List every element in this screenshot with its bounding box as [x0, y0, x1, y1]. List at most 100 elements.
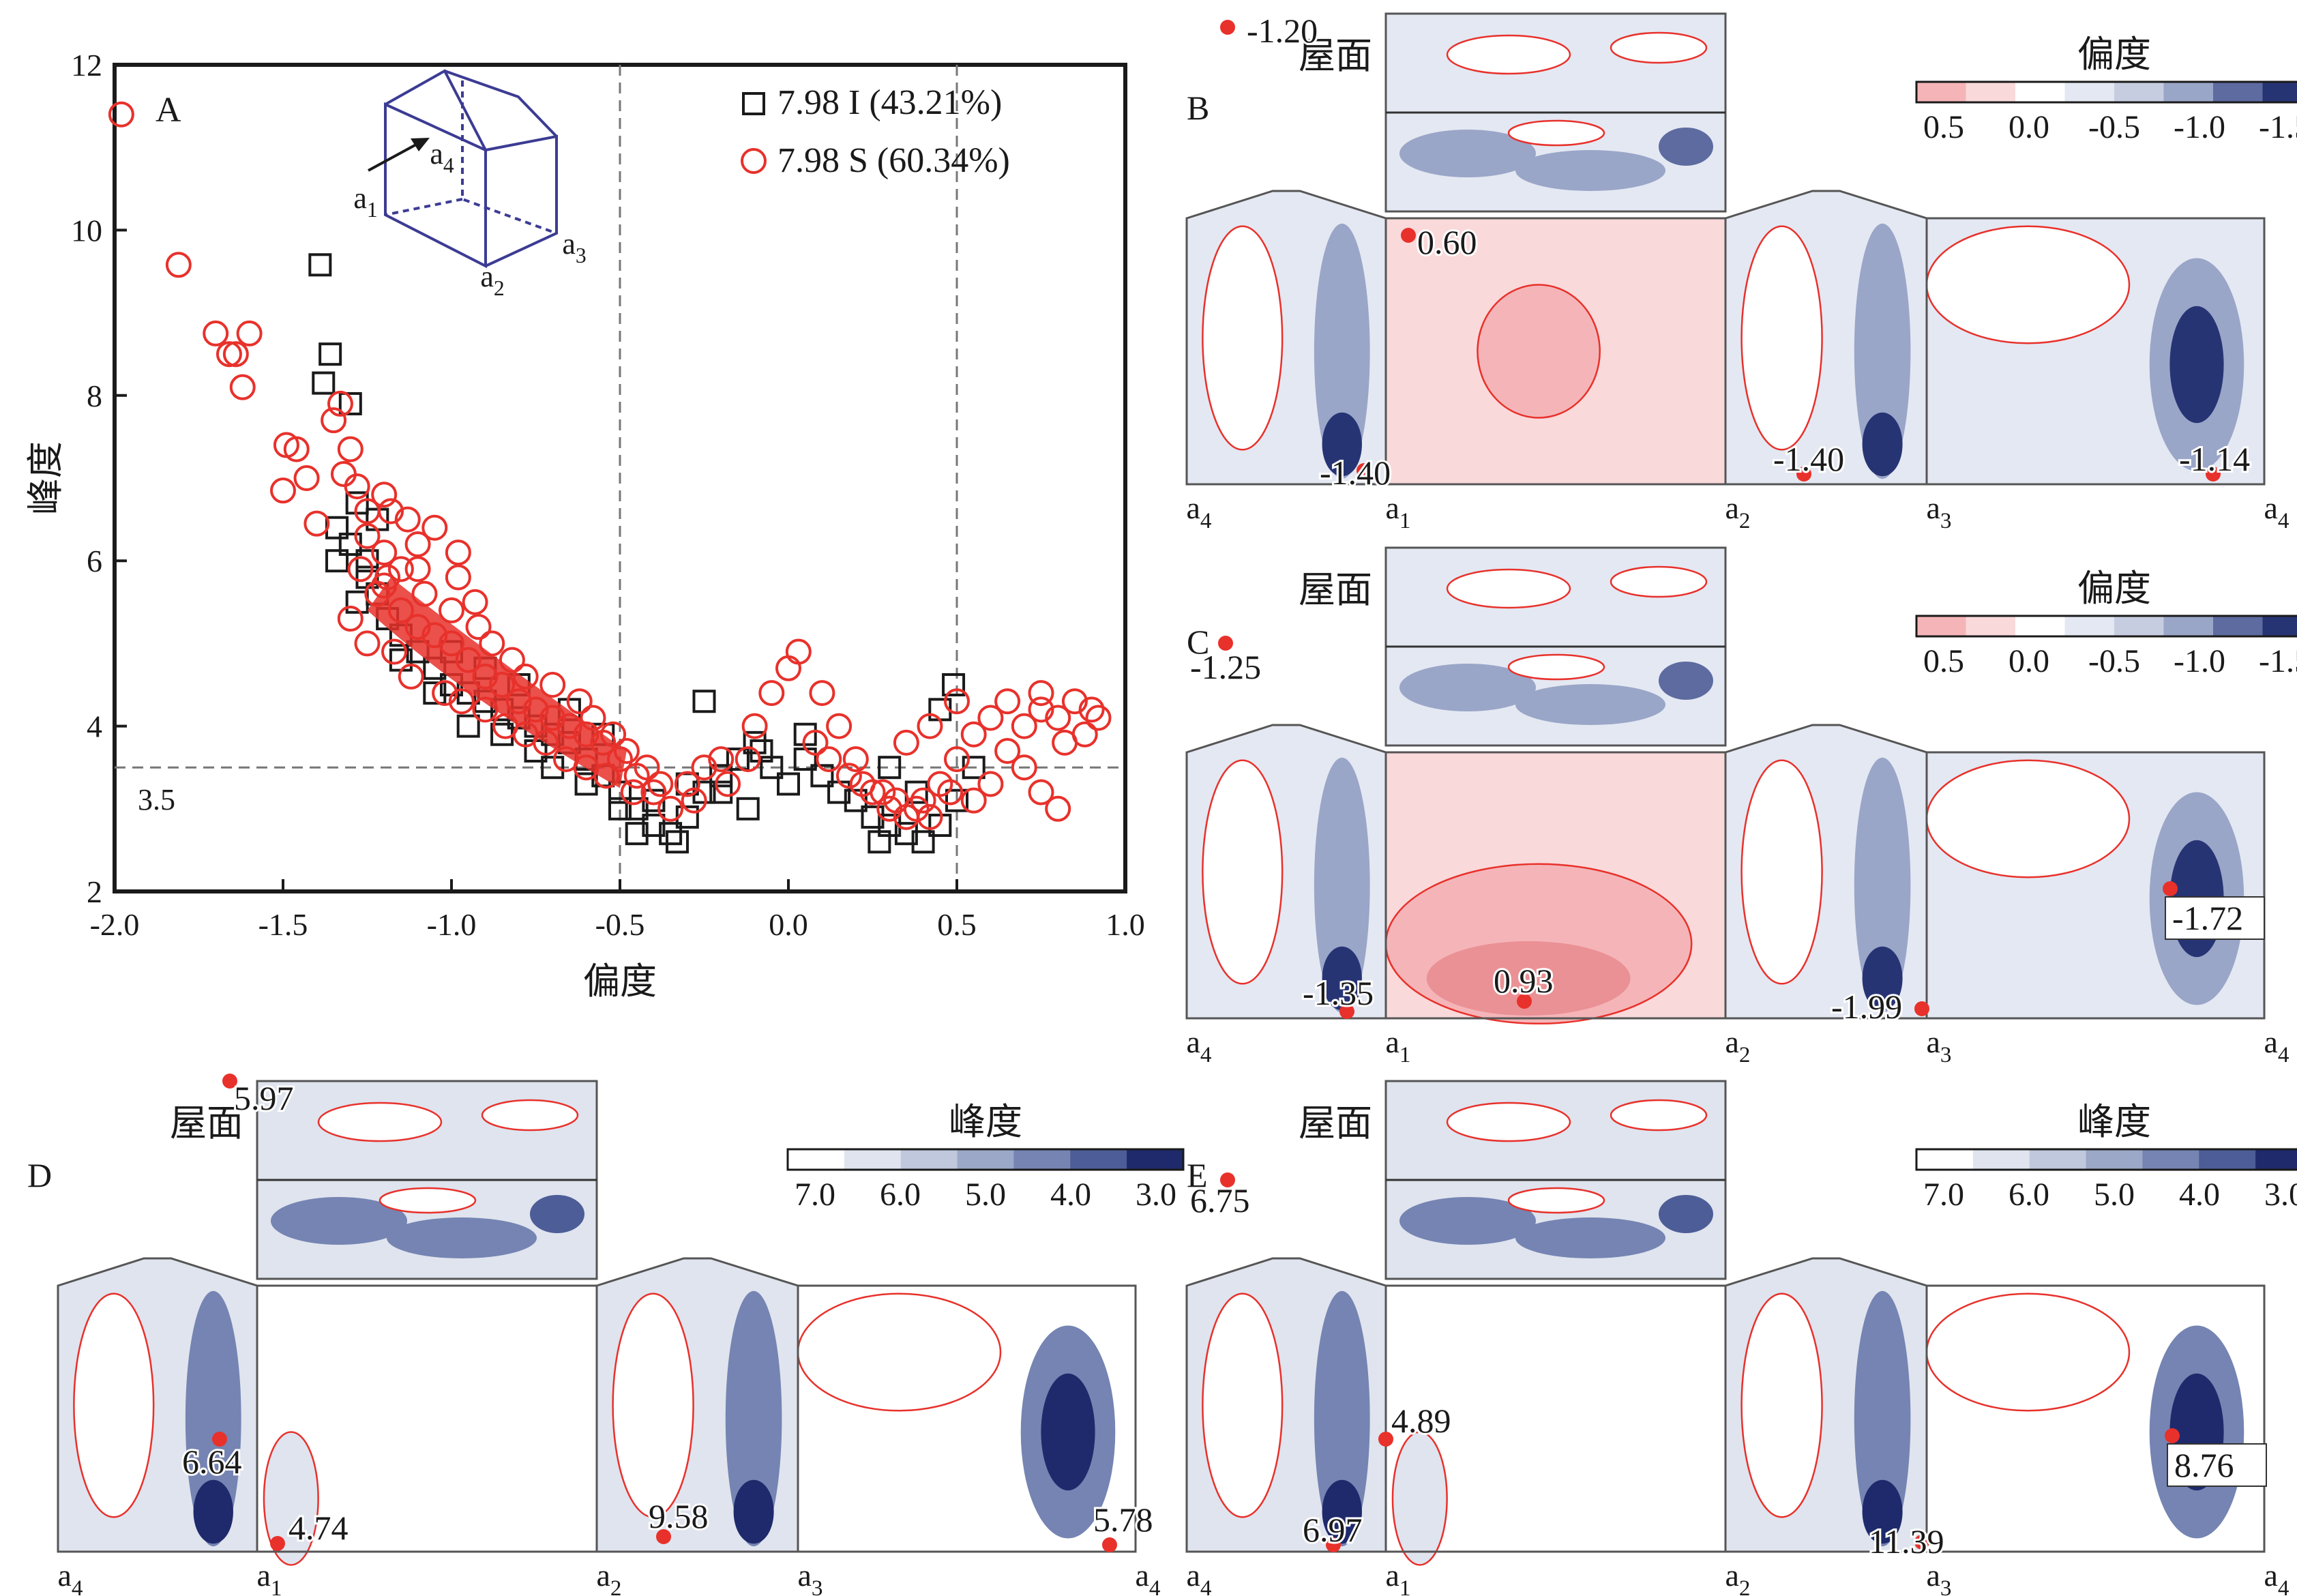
data-point-circle: [944, 746, 970, 773]
data-point-circle: [448, 688, 475, 715]
roof-dark-region: [387, 1217, 537, 1258]
colorbar-segment: [1966, 82, 2016, 102]
light-region: [73, 1292, 155, 1518]
extreme-value-label: 0.60: [1417, 223, 1477, 261]
data-point-square: [541, 756, 565, 780]
peak-region: [1322, 412, 1362, 477]
data-point-square: [642, 814, 666, 838]
data-point-circle: [917, 803, 943, 830]
data-point-circle: [735, 746, 761, 773]
roof-light-region: [1446, 34, 1571, 75]
data-point-circle: [960, 787, 987, 814]
colorbar-segment: [900, 1149, 958, 1170]
data-point-circle: [371, 540, 398, 566]
x-axis-label: 偏度: [583, 961, 657, 1002]
face-a4-a1: [1185, 190, 1387, 486]
data-point-circle: [566, 688, 593, 715]
data-point-square: [868, 830, 891, 854]
data-point-circle: [165, 252, 192, 278]
peak-region: [193, 1479, 233, 1544]
dark-region: [1314, 1290, 1370, 1547]
data-point-circle: [1028, 696, 1054, 723]
extreme-value-dot: [1220, 20, 1235, 35]
annotation-box: [2165, 896, 2265, 940]
face-a4-a1: [57, 1257, 258, 1553]
data-point-circle: [222, 341, 249, 368]
extreme-value-dot: [212, 1432, 227, 1447]
data-point-circle: [108, 101, 134, 128]
data-point-square: [312, 371, 336, 395]
dark-region: [1854, 1290, 1911, 1547]
legend-label: 7.98 I (43.21%): [777, 83, 1002, 122]
colorbar-tick-label: 0.5: [1923, 109, 1964, 145]
data-point-circle: [903, 795, 930, 822]
face-a1-a2: [1384, 1284, 1727, 1566]
y-tick-label: 2: [87, 874, 102, 909]
face-axis-label: a4: [1136, 1558, 1161, 1596]
peak-region: [1862, 412, 1903, 477]
data-point-circle: [203, 320, 229, 346]
data-point-square: [750, 739, 773, 763]
roof-dark-region: [1659, 1195, 1713, 1233]
data-point-circle: [381, 638, 408, 665]
roof-dark-region: [530, 1195, 584, 1233]
face-axis-label: a3: [1927, 1558, 1952, 1596]
face-a2-a3: [1724, 190, 1928, 486]
extreme-value-label: -1.25: [1190, 648, 1261, 686]
peak-region: [1322, 1479, 1362, 1544]
extreme-value-label: -1.14: [2179, 440, 2250, 478]
x-tick-label: -1.5: [258, 907, 308, 942]
extreme-value-label: 6.75: [1190, 1181, 1250, 1220]
data-point-circle: [802, 729, 829, 756]
x-tick-label: 0.5: [937, 907, 977, 942]
colorbar-tick-label: -0.5: [2088, 643, 2140, 679]
data-point-circle: [229, 374, 256, 400]
mid-region: [1391, 1431, 1448, 1566]
data-point-circle: [439, 597, 464, 623]
face-background: [1386, 1286, 1725, 1552]
colorbar-segment: [2255, 1149, 2297, 1170]
colorbar-frame: [1915, 1148, 2297, 1171]
data-point-circle: [674, 771, 700, 797]
extreme-value-dot: [222, 1074, 237, 1089]
extreme-value-dot: [1326, 1537, 1341, 1552]
colorbar-segment: [844, 1149, 902, 1170]
roof-label: 屋面: [170, 1103, 243, 1144]
data-point-circle: [394, 506, 421, 533]
roof-dark-region: [1515, 1217, 1665, 1258]
data-point-square: [625, 797, 649, 821]
face-frame: [797, 1284, 1137, 1553]
diagram-label-a3: a3: [562, 227, 586, 267]
scatter-points: [108, 101, 1112, 854]
face-axis-label: a4: [1187, 1024, 1212, 1067]
data-point-square: [338, 391, 362, 415]
light-region: [1202, 1292, 1284, 1518]
colorbar-segment: [2199, 1149, 2257, 1170]
data-point-square: [456, 714, 480, 738]
panel-label: E: [1187, 1156, 1208, 1194]
extreme-value-dot: [656, 1529, 671, 1544]
extreme-value-label: -1.99: [1831, 988, 1902, 1026]
peak-region: [2169, 306, 2224, 424]
colorbar: 峰度 7.0 6.0 5.0 4.0 3.0: [1915, 1102, 2297, 1213]
extreme-value-dot: [1796, 467, 1811, 482]
reference-label: 3.5: [138, 783, 175, 816]
data-point-circle: [465, 614, 492, 640]
light-region: [1740, 759, 1823, 985]
colorbar-segment: [2114, 82, 2165, 102]
face-a1-a2: [1384, 217, 1727, 486]
colorbar-tick-label: -1.5: [2259, 643, 2297, 679]
diagram-arrowhead: [411, 138, 430, 151]
y-axis-label: 峰度: [25, 441, 66, 515]
roof-dark-region: [1659, 128, 1713, 166]
face-background: [257, 1286, 597, 1552]
data-point-circle: [445, 564, 471, 591]
data-point-square: [625, 822, 649, 846]
colorbar: 偏度 0.5 0.0 -0.5 -1.0 -1.5: [1915, 34, 2297, 145]
data-point-circle: [354, 630, 381, 657]
data-point-circle: [354, 522, 381, 549]
data-point-circle: [977, 705, 1004, 731]
data-point-circle: [758, 680, 785, 707]
face-a4-a1: [1185, 1257, 1387, 1553]
roof-dark-region: [1399, 664, 1536, 711]
